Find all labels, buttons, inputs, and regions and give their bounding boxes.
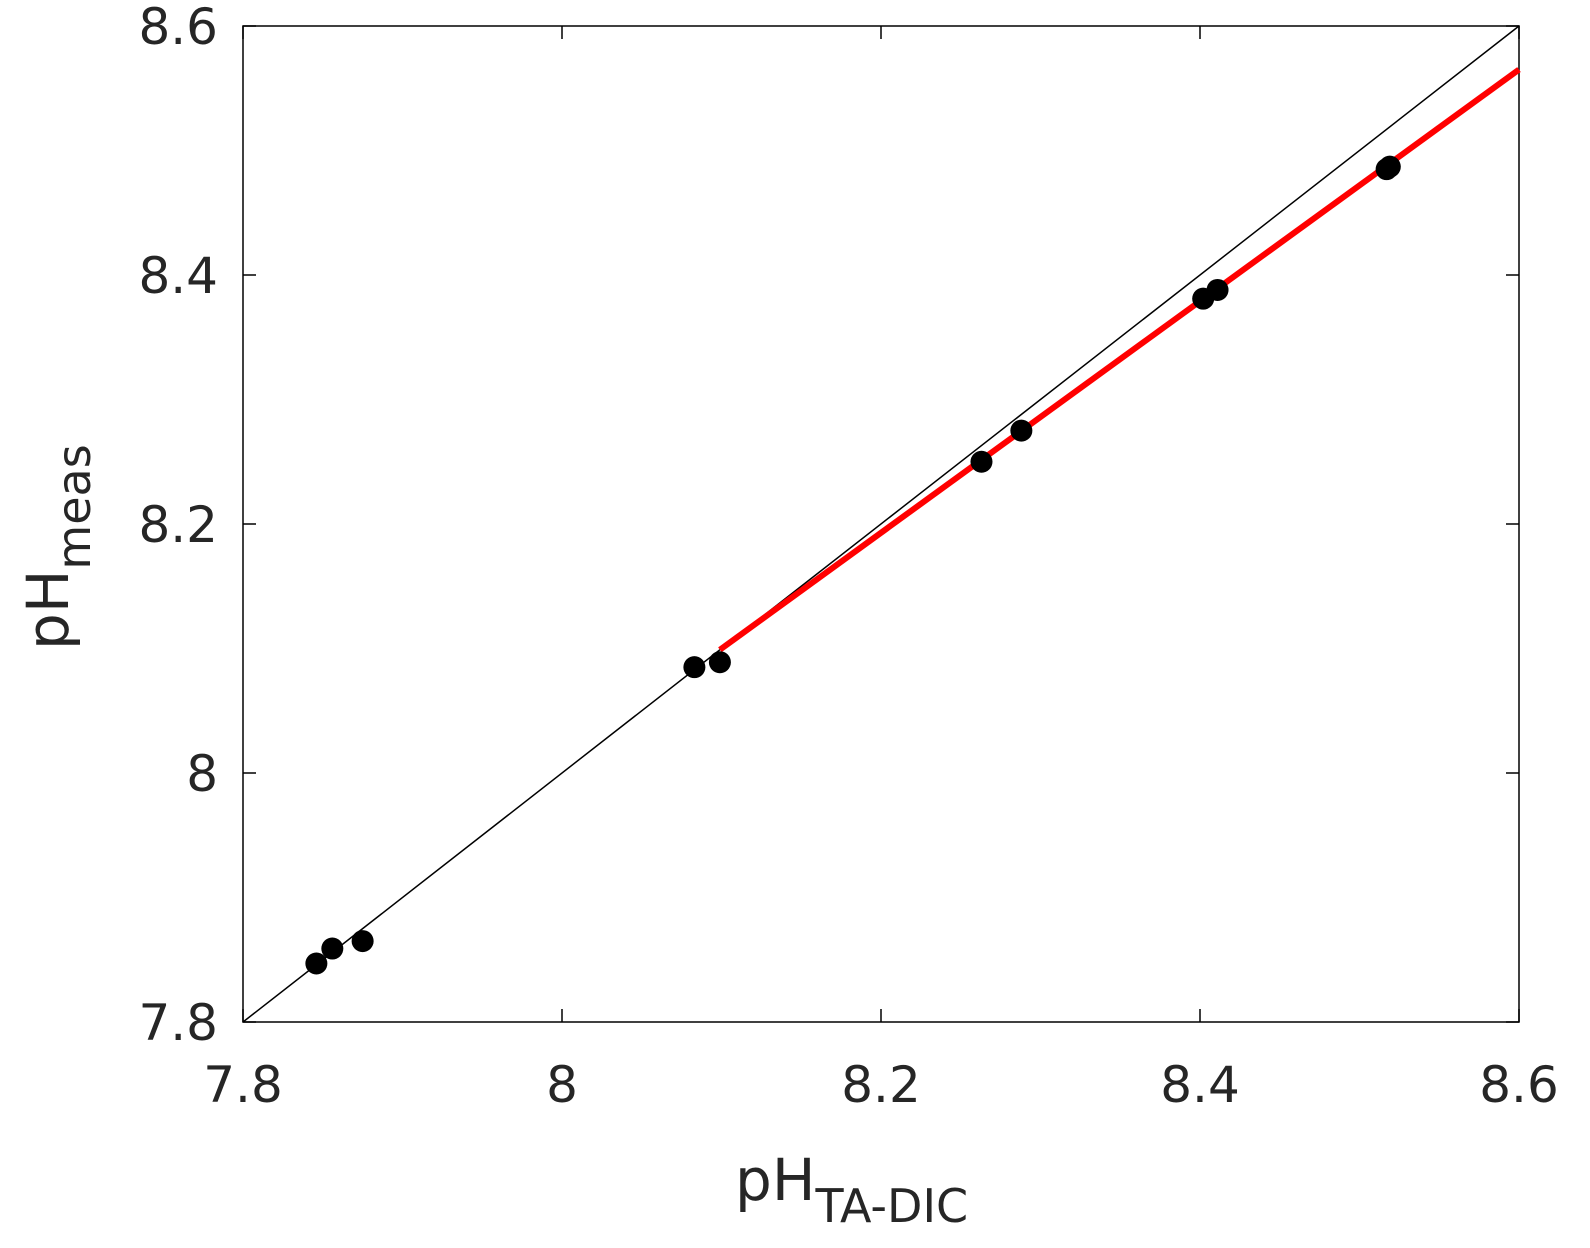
data-point [1010,419,1033,442]
data-point [1378,155,1401,178]
y-axis-label: pHmeas [14,444,101,650]
y-tick-label: 8.6 [138,0,218,56]
identity-line [242,25,1520,1023]
x-tick-label: 8.6 [1479,1056,1559,1114]
y-tick-label: 7.8 [138,994,218,1052]
x-tick-label: 7.8 [203,1056,283,1114]
data-point [351,930,374,953]
y-tick-label: 8.4 [138,247,218,305]
fit-line [718,67,1521,653]
data-point [1206,278,1229,301]
x-tick-label: 8.2 [841,1056,921,1114]
data-point [305,952,328,975]
plot-area: 7.8 8 8.2 8.4 8.6 7.8 8 8.2 8.4 8.6 [138,0,1558,1114]
x-axis-label-sub: TA-DIC [814,1179,968,1233]
data-point [683,656,706,679]
data-point [708,651,731,674]
x-axis-label: pHTA-DIC [735,1146,968,1233]
data-point [321,937,344,960]
y-axis-label-sub: meas [47,444,101,569]
y-tick-label: 8 [186,745,218,803]
x-tick-label: 8.4 [1160,1056,1240,1114]
x-tick-label: 8 [546,1056,578,1114]
y-tick-label: 8.2 [138,496,218,554]
data-point [970,450,993,473]
